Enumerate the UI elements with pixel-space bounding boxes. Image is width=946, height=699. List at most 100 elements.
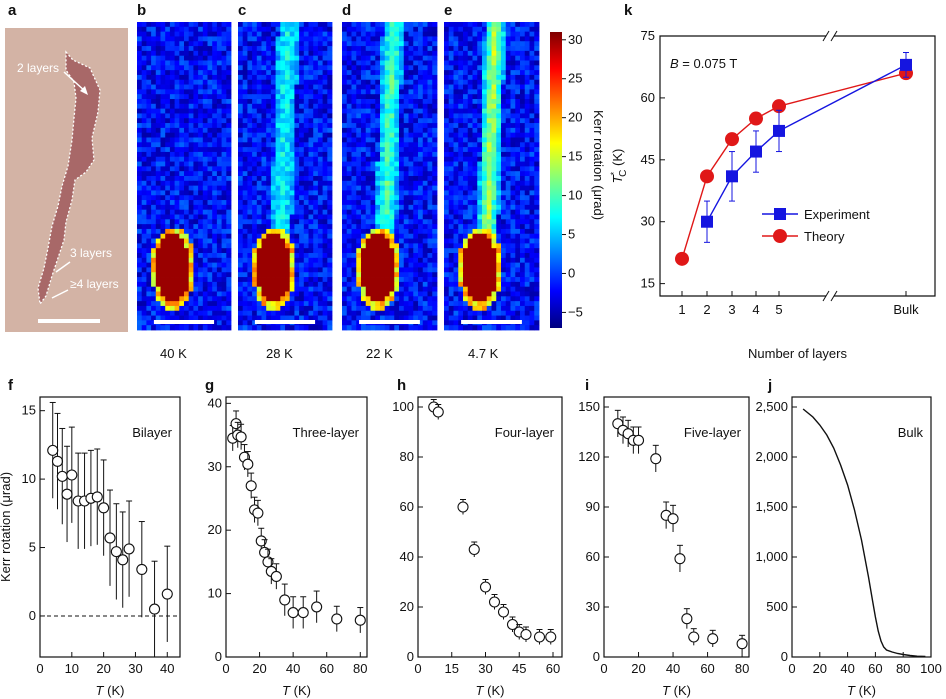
kerr-map-pixel — [303, 31, 309, 37]
kerr-map-pixel — [303, 108, 309, 114]
kerr-map-pixel — [289, 147, 295, 153]
kerr-map-pixel — [444, 228, 450, 235]
kerr-map-pixel — [389, 22, 395, 28]
kerr-map-pixel — [275, 137, 281, 143]
kerr-map-pixel — [289, 325, 295, 331]
kerr-map-pixel — [212, 151, 218, 158]
panel-letter-e: e — [444, 2, 452, 19]
kerr-map-pixel — [242, 277, 248, 283]
kerr-map-pixel — [238, 204, 244, 211]
kerr-map-pixel — [238, 301, 244, 307]
kerr-map-pixel — [510, 142, 516, 148]
kerr-map-pixel — [242, 233, 248, 239]
kerr-map-pixel — [520, 219, 526, 225]
kerr-map-pixel — [193, 301, 199, 307]
kerr-map-pixel — [486, 224, 492, 230]
kerr-map-pixel — [169, 123, 175, 129]
kerr-map-pixel — [467, 50, 473, 57]
kerr-map-pixel — [422, 262, 428, 268]
kerr-map-pixel — [342, 228, 348, 235]
kerr-map-pixel — [427, 103, 433, 110]
kerr-map-pixel — [477, 36, 483, 42]
kerr-map-pixel — [280, 257, 286, 264]
kerr-map-pixel — [356, 84, 362, 90]
kerr-map-pixel — [285, 286, 291, 292]
kerr-map-pixel — [207, 204, 213, 211]
kerr-map-pixel — [137, 151, 143, 158]
kerr-map-pixel — [427, 99, 433, 105]
kerr-map-pixel — [193, 65, 199, 71]
kerr-map-pixel — [317, 176, 323, 182]
kerr-map-pixel — [137, 74, 143, 81]
kerr-map-pixel — [275, 325, 281, 331]
kerr-map-pixel — [280, 219, 286, 225]
kerr-map-pixel — [422, 267, 428, 273]
kerr-map-pixel — [151, 325, 157, 331]
kerr-map-pixel — [146, 315, 152, 321]
panel-letter-i: i — [585, 377, 589, 394]
kerr-map-pixel — [317, 325, 323, 331]
kerr-map-pixel — [515, 123, 521, 129]
kerr-map-pixel — [179, 137, 185, 143]
kerr-map-pixel — [370, 214, 376, 220]
kerr-map-pixel — [432, 123, 438, 129]
kerr-map-pixel — [169, 65, 175, 71]
kerr-map-pixel — [275, 127, 281, 134]
kerr-map-pixel — [198, 161, 204, 167]
kerr-map-pixel — [146, 185, 152, 191]
kerr-map-pixel — [403, 325, 409, 331]
kerr-map-pixel — [270, 147, 276, 153]
kerr-map-pixel — [394, 137, 400, 143]
kerr-map-pixel — [275, 31, 281, 37]
kerr-map-pixel — [342, 156, 348, 162]
kerr-map-pixel — [413, 137, 419, 143]
kerr-map-pixel — [247, 305, 253, 312]
kerr-map-pixel — [515, 113, 521, 119]
kerr-map-pixel — [375, 22, 381, 28]
kerr-map-pixel — [515, 65, 521, 71]
kerr-map-pixel — [151, 123, 157, 129]
kerr-map-pixel — [212, 46, 218, 52]
kerr-map-pixel — [285, 41, 291, 47]
kerr-map-pixel — [308, 257, 314, 264]
kerr-map-pixel — [275, 301, 281, 307]
kerr-map-pixel — [322, 204, 328, 211]
kerr-map-pixel — [477, 224, 483, 230]
kerr-map-pixel — [270, 41, 276, 47]
kerr-map-pixel — [515, 84, 521, 90]
kerr-map-pixel — [482, 70, 488, 76]
kerr-map-pixel — [515, 253, 521, 259]
kerr-map-pixel — [299, 257, 305, 264]
kerr-map-pixel — [198, 272, 204, 278]
kerr-map-pixel — [207, 185, 213, 191]
kerr-map-pixel — [155, 166, 161, 172]
kerr-map-pixel — [289, 46, 295, 52]
kerr-map-pixel — [370, 70, 376, 76]
kerr-map-pixel — [505, 113, 511, 119]
kerr-map-pixel — [432, 31, 438, 37]
kerr-map-pixel — [356, 277, 362, 283]
kerr-map-pixel — [322, 185, 328, 191]
kerr-map-pixel — [361, 301, 367, 307]
kerr-map-pixel — [432, 166, 438, 172]
kerr-map-pixel — [467, 132, 473, 138]
kerr-map-pixel — [242, 103, 248, 110]
kerr-map-pixel — [342, 113, 348, 119]
kerr-map-pixel — [361, 74, 367, 81]
kerr-map-pixel — [317, 310, 323, 316]
kerr-map-pixel — [303, 118, 309, 124]
kerr-map-pixel — [294, 118, 300, 124]
kerr-map-pixel — [432, 281, 438, 288]
kerr-map-pixel — [308, 305, 314, 312]
kerr-map-pixel — [346, 99, 352, 105]
kerr-map-pixel — [165, 209, 171, 215]
kerr-map-pixel — [342, 243, 348, 249]
kerr-map-pixel — [322, 310, 328, 316]
kerr-map-pixel — [198, 147, 204, 153]
kerr-map-pixel — [413, 84, 419, 90]
kerr-map-pixel — [408, 137, 414, 143]
kerr-map-pixel — [207, 60, 213, 66]
kerr-map-pixel — [198, 200, 204, 206]
kerr-map-pixel — [160, 123, 166, 129]
kerr-map-pixel — [137, 46, 143, 52]
